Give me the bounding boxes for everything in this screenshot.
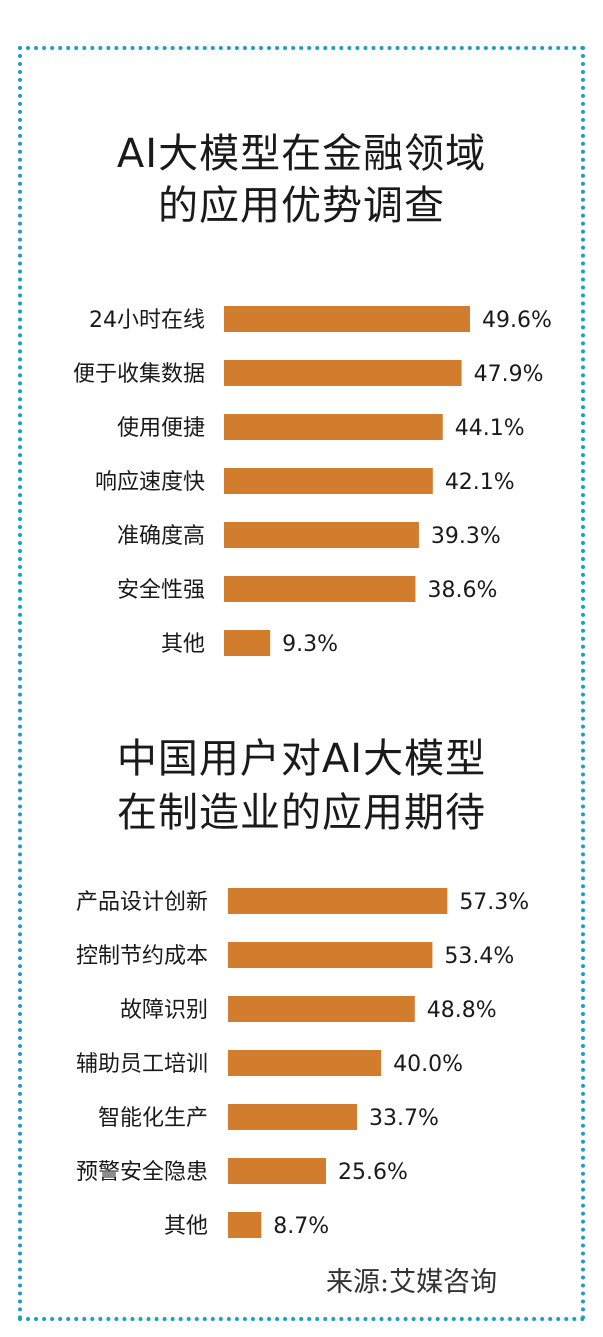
chart2-category-label: 产品设计创新: [76, 890, 208, 915]
chart2-value-label: 33.7%: [369, 1106, 439, 1131]
chart2-category-label: 故障识别: [120, 998, 208, 1023]
chart2-bar: [228, 942, 433, 968]
chart2-bar: [228, 1212, 262, 1238]
chart2-value-label: 48.8%: [427, 998, 497, 1023]
chart1-category-label: 使用便捷: [117, 416, 205, 441]
chart1-bar: [224, 468, 433, 494]
source-note: 来源:艾媒咨询: [326, 1267, 498, 1298]
chart2-category-label: 辅助员工培训: [76, 1052, 208, 1077]
chart2-category-label: 控制节约成本: [76, 944, 208, 969]
dotted-border-frame: [18, 46, 585, 1321]
chart2-bar: [228, 1158, 326, 1184]
chart2-bar: [228, 1104, 357, 1130]
chart1-value-label: 49.6%: [482, 308, 552, 333]
chart1-value-label: 44.1%: [455, 416, 525, 441]
chart1-bar: [224, 306, 471, 332]
chart1-title-line2: 的应用优势调查: [158, 183, 445, 229]
chart1-value-label: 9.3%: [282, 632, 338, 657]
chart1-title-line1: AI大模型在金融领域: [116, 131, 487, 177]
chart1-category-label: 响应速度快: [95, 470, 205, 495]
chart2-value-label: 8.7%: [273, 1214, 329, 1239]
chart2-bar: [228, 996, 415, 1022]
chart2-category-label: 预警安全隐患: [76, 1160, 208, 1185]
chart1-bar: [224, 522, 419, 548]
chart2-value-label: 57.3%: [459, 890, 529, 915]
chart1-category-label: 24小时在线: [89, 308, 205, 333]
chart2-title-line1: 中国用户对AI大模型: [116, 736, 487, 782]
chart1-value-label: 42.1%: [445, 470, 515, 495]
chart1-value-label: 47.9%: [474, 362, 544, 387]
chart2-bar: [228, 1050, 382, 1076]
chart2-value-label: 53.4%: [444, 944, 514, 969]
chart2-value-label: 25.6%: [338, 1160, 408, 1185]
chart2-category-label: 其他: [164, 1214, 208, 1239]
chart2-bar: [228, 888, 448, 914]
chart1-value-label: 38.6%: [427, 578, 497, 603]
chart1-bar: [224, 414, 443, 440]
chart1-category-label: 便于收集数据: [73, 362, 205, 387]
chart1-bar: [224, 576, 416, 602]
chart1-bar: [224, 630, 271, 656]
chart1-category-label: 其他: [161, 632, 205, 657]
chart1-category-label: 安全性强: [117, 578, 205, 603]
chart1-category-label: 准确度高: [117, 524, 205, 549]
chart1-value-label: 39.3%: [431, 524, 501, 549]
chart2-category-label: 智能化生产: [98, 1106, 208, 1131]
chart2-value-label: 40.0%: [393, 1052, 463, 1077]
chart1-bar: [224, 360, 462, 386]
chart2-title-line2: 在制造业的应用期待: [117, 790, 486, 836]
